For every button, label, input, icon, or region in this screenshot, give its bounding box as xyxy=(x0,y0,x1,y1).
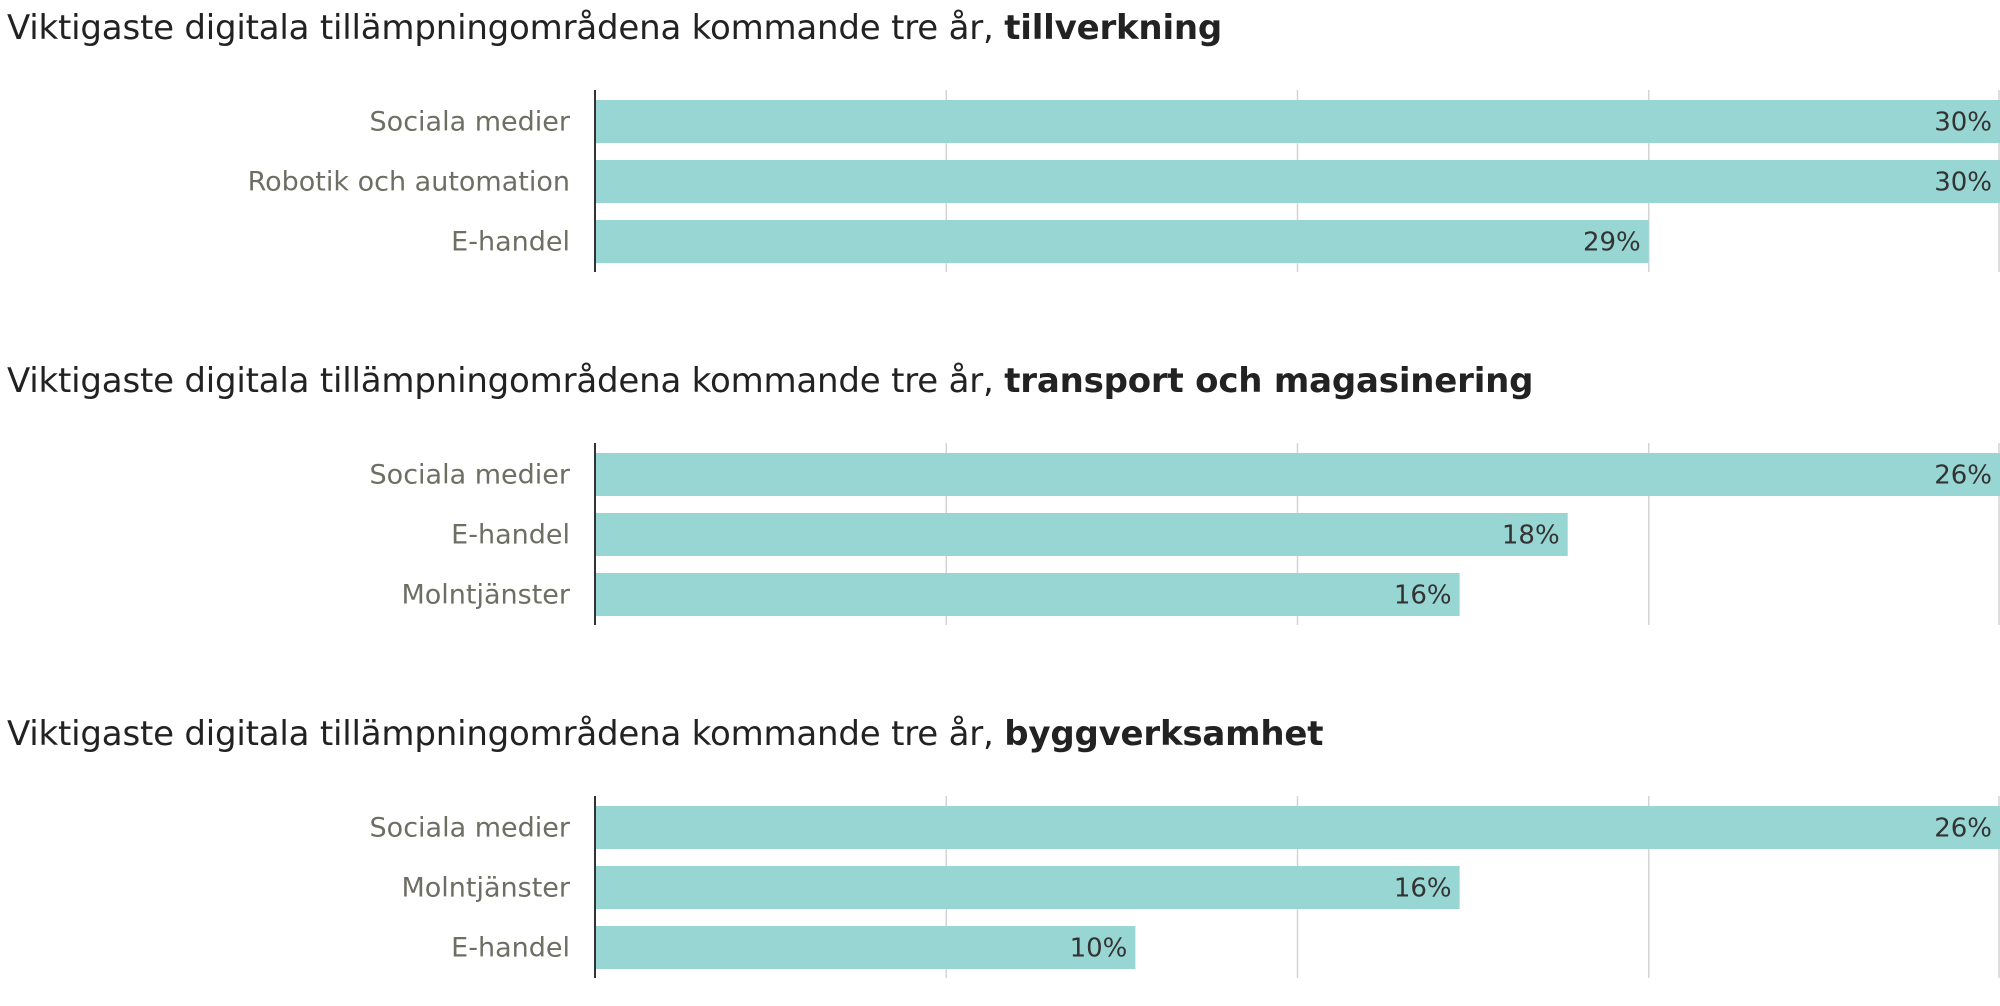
chart-panel-byggverksamhet: Viktigaste digitala tillämpningområdena … xyxy=(0,706,2000,1006)
chart-title-text: Viktigaste digitala tillämpningområdena … xyxy=(7,714,994,754)
category-label: Sociala medier xyxy=(370,107,571,138)
bar-chart-byggverksamhet: Sociala medier 26% Molntjänster 16% E-handel… xyxy=(370,796,2000,978)
chart-title-emphasis: transport och magasinering xyxy=(1004,361,1534,401)
chart-title: Viktigaste digitala tillämpningområdena … xyxy=(7,361,1534,401)
chart-panel-tillverkning: Viktigaste digitala tillämpningområdena … xyxy=(0,0,2000,300)
chart-title: Viktigaste digitala tillämpningområdena … xyxy=(7,714,1324,754)
bar xyxy=(595,453,2000,496)
value-label: 18% xyxy=(1502,521,1560,551)
chart-title-text: Viktigaste digitala tillämpningområdena … xyxy=(7,361,994,401)
value-label: 29% xyxy=(1583,228,1641,258)
bar xyxy=(595,160,2000,203)
value-label: 30% xyxy=(1934,168,1992,198)
chart-title-emphasis: byggverksamhet xyxy=(1004,714,1324,754)
bar-chart-transport: Sociala medier 26% E-handel 18% Molntjänster… xyxy=(370,443,2000,625)
chart-title-text: Viktigaste digitala tillämpningområdena … xyxy=(7,8,994,48)
bar xyxy=(595,806,2000,849)
category-label: Molntjänster xyxy=(401,580,570,611)
value-label: 26% xyxy=(1934,461,1992,491)
category-label: E-handel xyxy=(451,933,570,964)
bar xyxy=(595,220,1649,263)
value-label: 26% xyxy=(1934,814,1992,844)
bar-chart-tillverkning: Sociala medier 30% Robotik och automation 3… xyxy=(248,90,2000,272)
value-label: 30% xyxy=(1934,108,1992,138)
value-label: 16% xyxy=(1394,874,1452,904)
bar xyxy=(595,573,1460,616)
chart-title-emphasis: tillverkning xyxy=(1004,8,1223,48)
category-label: Molntjänster xyxy=(401,873,570,904)
category-label: Sociala medier xyxy=(370,460,571,491)
category-label: E-handel xyxy=(451,520,570,551)
value-label: 10% xyxy=(1070,934,1128,964)
bar xyxy=(595,100,2000,143)
value-label: 16% xyxy=(1394,581,1452,611)
category-label: E-handel xyxy=(451,227,570,258)
category-label: Sociala medier xyxy=(370,813,571,844)
chart-title: Viktigaste digitala tillämpningområdena … xyxy=(7,8,1222,48)
bar xyxy=(595,866,1460,909)
category-label: Robotik och automation xyxy=(248,167,570,198)
chart-panel-transport: Viktigaste digitala tillämpningområdena … xyxy=(0,353,2000,653)
bar xyxy=(595,926,1136,969)
bar xyxy=(595,513,1568,556)
